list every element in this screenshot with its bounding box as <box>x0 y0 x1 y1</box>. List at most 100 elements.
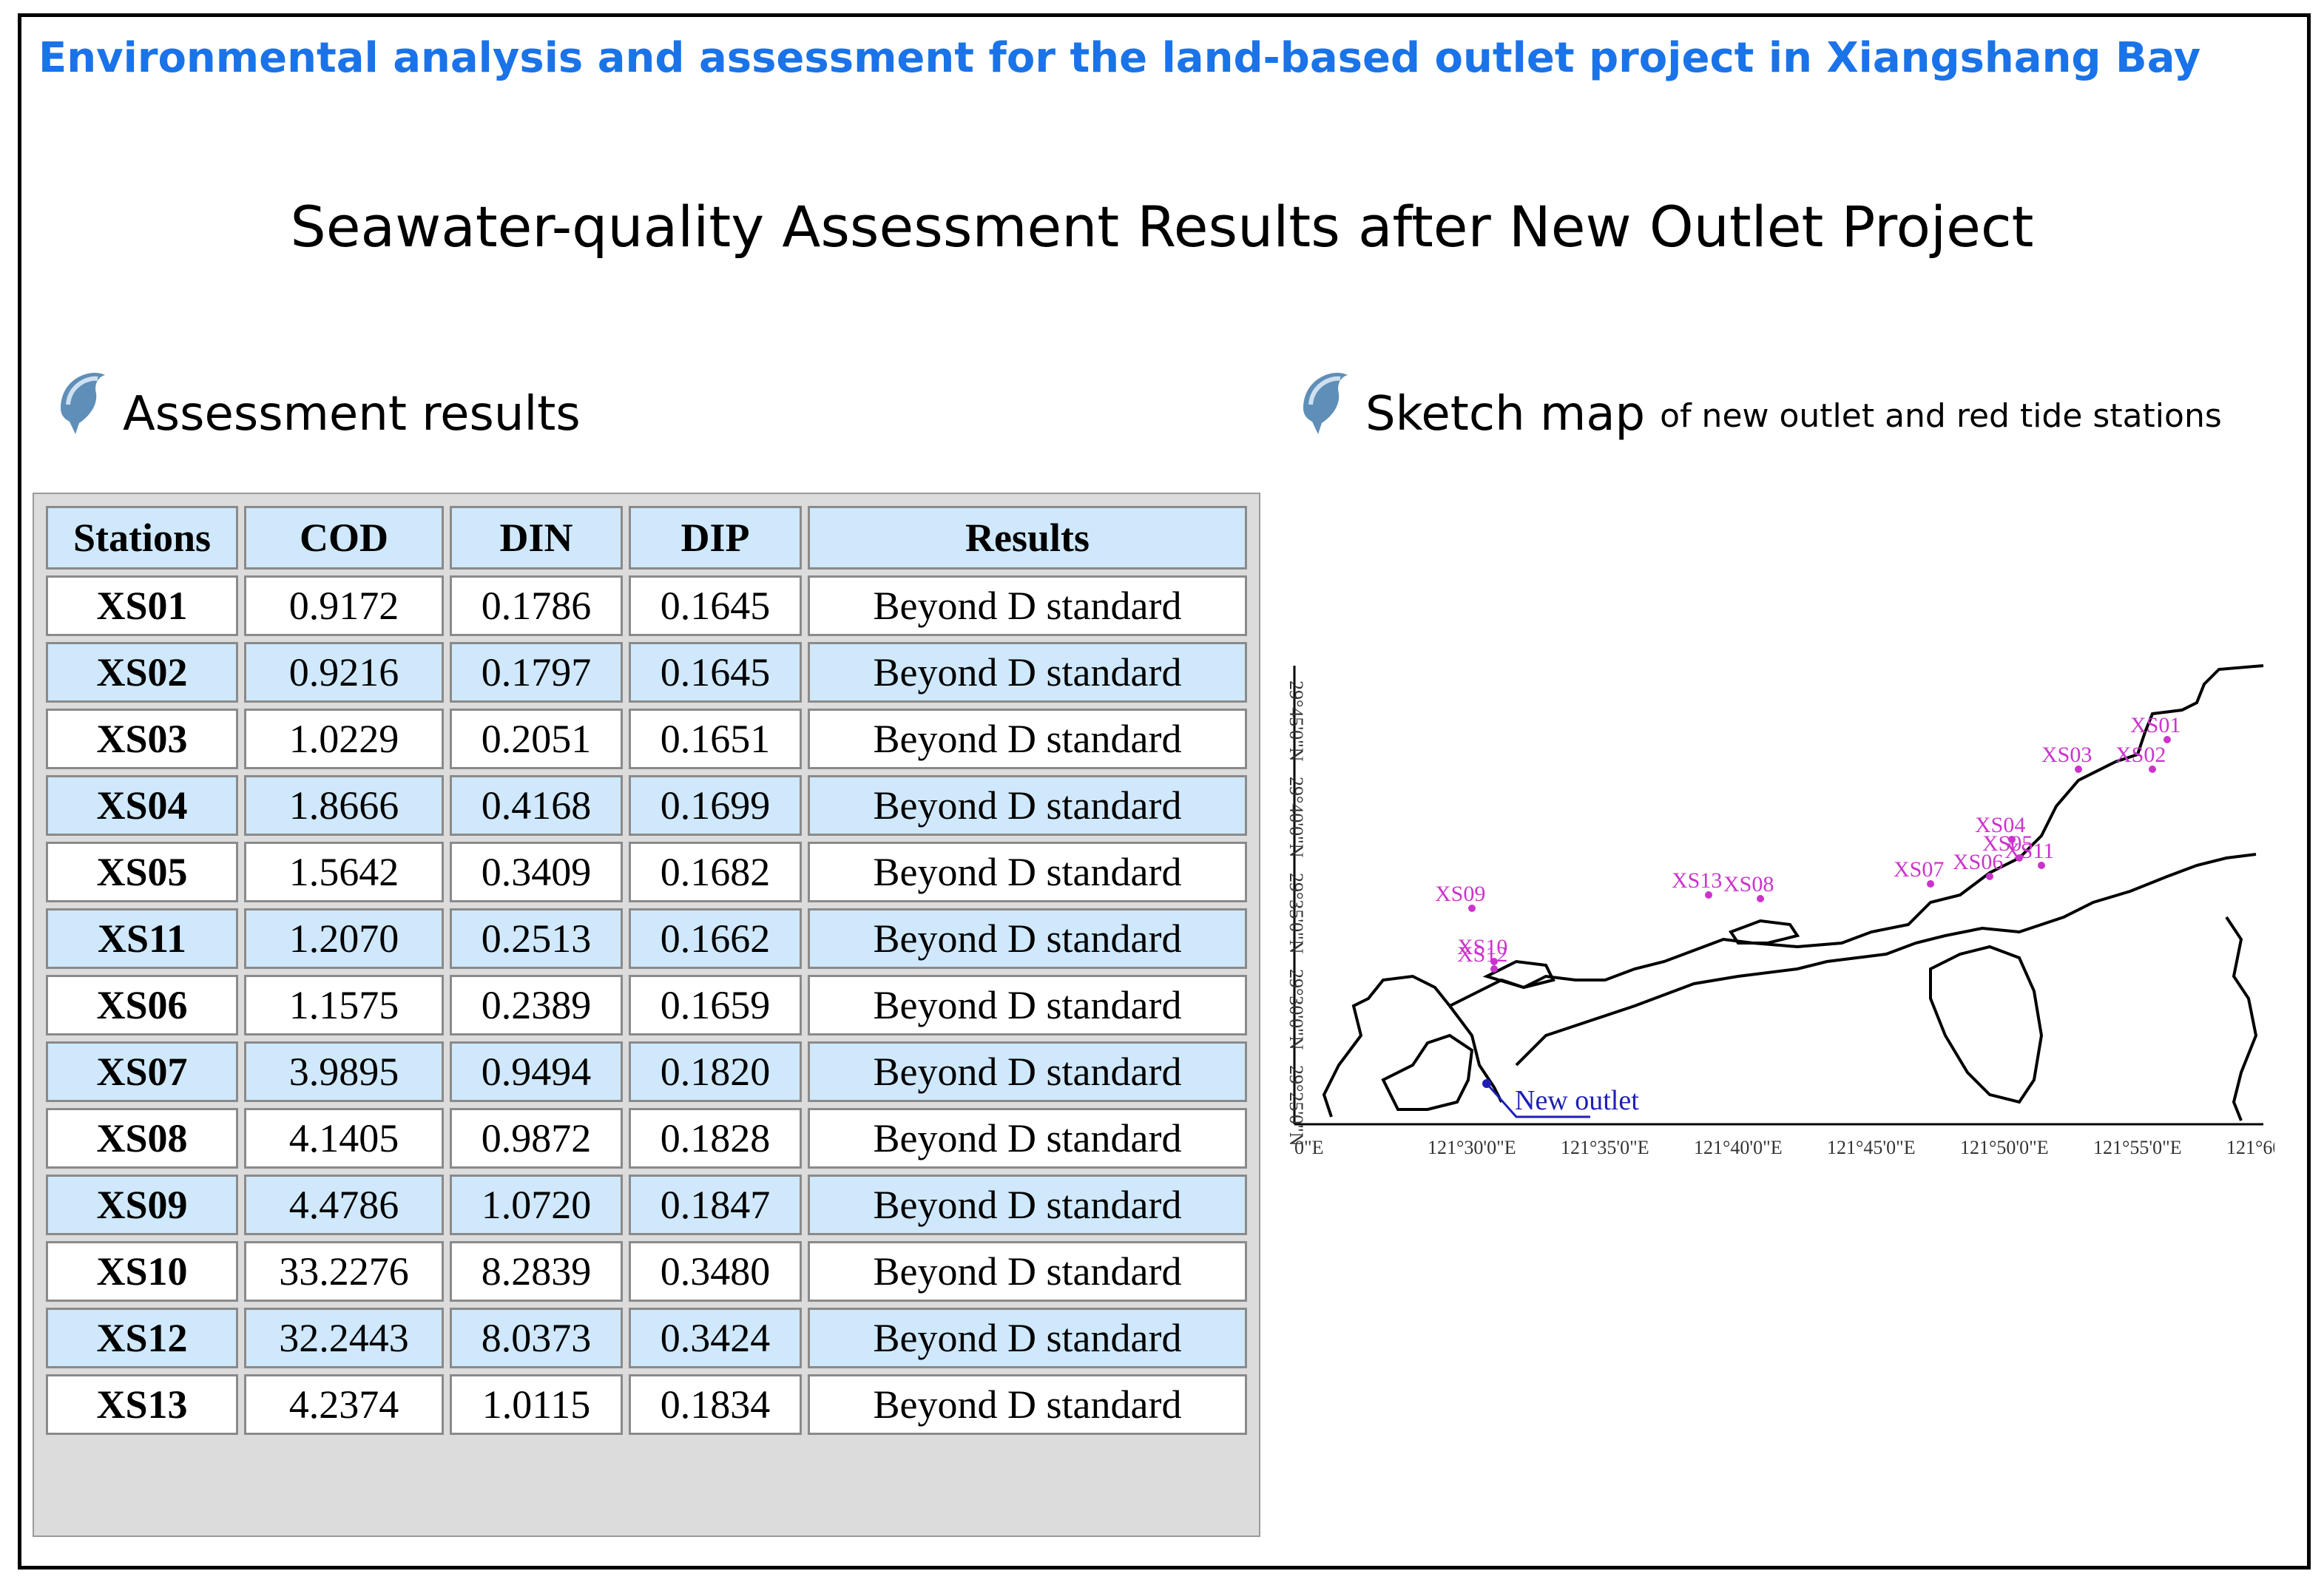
station-cell: XS08 <box>46 1108 238 1169</box>
station-cell: XS07 <box>46 1041 238 1102</box>
table-cell: 1.0229 <box>244 709 444 769</box>
column-header: DIN <box>450 506 623 570</box>
assessment-table-panel: Stations COD DIN DIP Results XS01 0.9172 0… <box>33 493 1260 1537</box>
table-row: XS07 3.9895 0.9494 0.1820 Beyond D standard <box>46 1041 1247 1102</box>
station-dot <box>1490 965 1498 973</box>
new-outlet-leader <box>1485 1083 1590 1118</box>
table-cell: Beyond D standard <box>808 842 1247 902</box>
table-cell: 0.2389 <box>450 975 623 1035</box>
station-label: XS06 <box>1953 850 2003 874</box>
lon-tick-label: 121°55'0"E <box>2093 1137 2182 1158</box>
table-cell: 0.9172 <box>244 575 444 636</box>
column-header: Stations <box>46 506 238 570</box>
dolphin-icon <box>1303 373 1348 434</box>
table-cell: 0.9216 <box>244 642 444 703</box>
assessment-section-heading: Assessment results <box>53 364 581 438</box>
table-row: XS05 1.5642 0.3409 0.1682 Beyond D standard <box>46 842 1247 902</box>
station-dot <box>2163 736 2171 743</box>
table-cell: 4.2374 <box>244 1374 444 1435</box>
table-cell: 1.0720 <box>450 1175 623 1235</box>
station-dot <box>1986 873 1993 880</box>
table-cell: 0.1651 <box>629 709 802 769</box>
table-row: XS11 1.2070 0.2513 0.1662 Beyond D standard <box>46 908 1247 969</box>
table-cell: 0.1820 <box>629 1041 802 1102</box>
table-cell: 0.3480 <box>629 1241 802 1302</box>
table-cell: Beyond D standard <box>808 975 1247 1035</box>
sketch-heading-suffix: of new outlet and red tide stations <box>1660 397 2222 435</box>
station-label: XS08 <box>1723 872 1774 896</box>
table-cell: 4.4786 <box>244 1175 444 1235</box>
table-cell: Beyond D standard <box>808 1041 1247 1102</box>
station-dot <box>2149 766 2156 773</box>
station-label: XS02 <box>2115 743 2166 767</box>
station-label: XS07 <box>1894 857 1944 882</box>
table-cell: 0.2051 <box>450 709 623 769</box>
sketch-map: 29°45'0"N 29°40'0"N 29°35'0"N 29°30'0"N 29°2… <box>1286 664 2274 1158</box>
table-cell: Beyond D standard <box>808 775 1247 836</box>
station-cell: XS06 <box>46 975 238 1035</box>
table-cell: 0.9494 <box>450 1041 623 1102</box>
table-cell: Beyond D standard <box>808 1241 1247 1302</box>
table-cell: 0.1662 <box>629 908 802 969</box>
table-cell: 3.9895 <box>244 1041 444 1102</box>
lat-tick-label: 29°40'0"N <box>1286 777 1307 858</box>
lat-tick-label: 29°45'0"N <box>1286 680 1307 762</box>
station-dot <box>1468 905 1476 912</box>
station-label: XS05 <box>1982 831 2033 856</box>
table-cell: 0.1797 <box>450 642 623 703</box>
table-cell: Beyond D standard <box>808 575 1247 636</box>
lat-tick-label: 29°35'0"N <box>1286 873 1307 954</box>
table-cell: Beyond D standard <box>808 1108 1247 1169</box>
sketch-section-heading: Sketch map of new outlet and red tide st… <box>1296 364 2222 438</box>
coastline <box>1322 664 2264 1121</box>
table-header-row: Stations COD DIN DIP Results <box>46 506 1247 570</box>
station-cell: XS01 <box>46 575 238 636</box>
table-cell: 32.2443 <box>244 1308 444 1368</box>
station-cell: XS03 <box>46 709 238 769</box>
table-cell: 33.2276 <box>244 1241 444 1302</box>
station-dot <box>2008 836 2016 843</box>
table-row: XS08 4.1405 0.9872 0.1828 Beyond D standard <box>46 1108 1247 1169</box>
table-cell: 0.2513 <box>450 908 623 969</box>
lat-tick-label: 29°30'0"N <box>1286 969 1307 1050</box>
page-title: Environmental analysis and assessment fo… <box>38 34 2201 82</box>
table-cell: 1.0115 <box>450 1374 623 1435</box>
sketch-heading-text: Sketch map <box>1365 387 1646 442</box>
station-label: XS13 <box>1672 868 1722 893</box>
table-cell: 1.1575 <box>244 975 444 1035</box>
assessment-heading-text: Assessment results <box>123 387 581 442</box>
station-cell: XS09 <box>46 1175 238 1235</box>
lon-tick-label: 121°50'0"E <box>1960 1137 2049 1158</box>
lon-tick-label: 121°30'0"E <box>1428 1137 1516 1158</box>
table-cell: 1.2070 <box>244 908 444 969</box>
station-label: XS01 <box>2130 713 2181 737</box>
station-label: XS04 <box>1975 813 2025 837</box>
station-dot <box>1927 880 1934 888</box>
new-outlet-label: New outlet <box>1515 1085 1639 1116</box>
table-cell: 0.1834 <box>629 1374 802 1435</box>
table-row: XS06 1.1575 0.2389 0.1659 Beyond D standard <box>46 975 1247 1035</box>
table-cell: 4.1405 <box>244 1108 444 1169</box>
station-label: XS12 <box>1457 942 1507 967</box>
table-row: XS02 0.9216 0.1797 0.1645 Beyond D standard <box>46 642 1247 703</box>
lon-tick-label: 121°40'0"E <box>1694 1137 1783 1158</box>
station-cell: XS05 <box>46 842 238 902</box>
station-label: XS10 <box>1457 935 1507 959</box>
table-cell: 0.1682 <box>629 842 802 902</box>
table-cell: 0.1645 <box>629 642 802 703</box>
table-cell: 0.9872 <box>450 1108 623 1169</box>
station-label: XS09 <box>1435 882 1485 906</box>
column-header: Results <box>808 506 1247 570</box>
table-row: XS10 33.2276 8.2839 0.3480 Beyond D standard <box>46 1241 1247 1302</box>
assessment-table: Stations COD DIN DIP Results XS01 0.9172 0… <box>40 500 1253 1441</box>
dolphin-icon <box>61 373 105 434</box>
station-dot <box>1490 958 1498 965</box>
table-cell: 0.1645 <box>629 575 802 636</box>
table-cell: Beyond D standard <box>808 642 1247 703</box>
table-row: XS13 4.2374 1.0115 0.1834 Beyond D standard <box>46 1374 1247 1435</box>
column-header: COD <box>244 506 444 570</box>
table-cell: Beyond D standard <box>808 1374 1247 1435</box>
station-cell: XS10 <box>46 1241 238 1302</box>
station-cell: XS12 <box>46 1308 238 1368</box>
station-dot <box>1705 891 1712 899</box>
